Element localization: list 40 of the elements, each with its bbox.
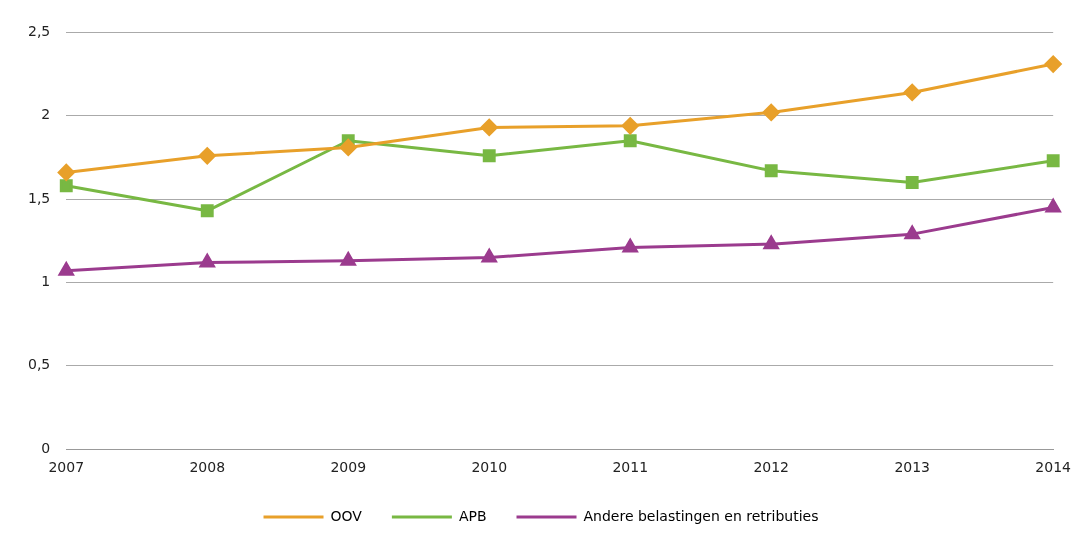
x-tick-label: 2009 (330, 459, 367, 476)
point (1044, 55, 1062, 73)
y-tick-label: 0 (41, 439, 51, 456)
x-tick-label: 2014 (1035, 459, 1072, 476)
y-tick-label: 2 (41, 106, 51, 123)
point (762, 103, 780, 121)
x-tick-label: 2012 (753, 459, 790, 476)
point (764, 164, 778, 178)
y-tick-label: 2,5 (28, 23, 51, 40)
point (340, 252, 356, 266)
point (200, 204, 214, 218)
point (57, 163, 75, 181)
point (59, 179, 73, 193)
point (199, 253, 215, 268)
y-tick-label: 1 (41, 273, 51, 290)
y-tick-label: 1,5 (28, 189, 51, 206)
point (481, 248, 497, 263)
point (1045, 198, 1061, 213)
point (198, 147, 216, 165)
point (1046, 154, 1060, 168)
point (621, 117, 639, 135)
x-tick-label: 2007 (48, 459, 85, 476)
legend-label: OOV (330, 507, 363, 524)
point (903, 83, 921, 101)
point (905, 176, 919, 189)
x-tick-label: 2011 (612, 459, 649, 476)
point (482, 149, 496, 163)
x-tick-label: 2010 (471, 459, 508, 476)
legend-label: APB (458, 507, 487, 524)
point (763, 235, 779, 250)
point (58, 262, 74, 276)
point (480, 118, 498, 136)
y-tick-label: 0,5 (28, 356, 51, 373)
point (623, 134, 637, 148)
x-tick-label: 2013 (894, 459, 931, 476)
point (904, 225, 920, 240)
x-tick-label: 2008 (189, 459, 226, 476)
point (622, 238, 638, 253)
legend-label: Andere belastingen en retributies (583, 507, 819, 524)
point (339, 138, 357, 156)
